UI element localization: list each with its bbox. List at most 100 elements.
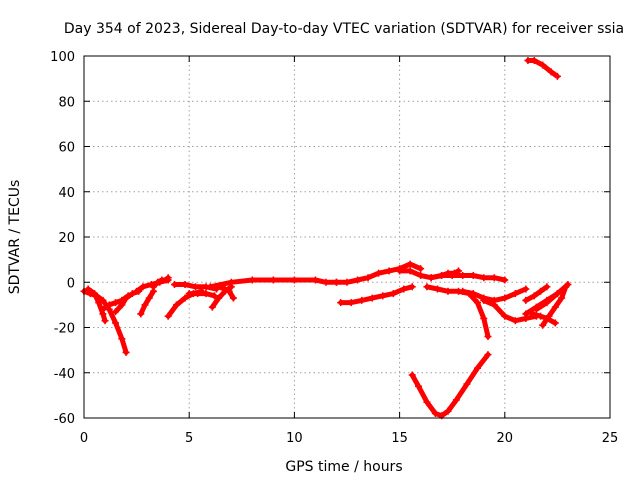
series-arc-26 (528, 310, 559, 327)
y-tick-label: 40 (58, 186, 75, 201)
data-point (248, 276, 256, 284)
data-point (122, 348, 130, 356)
data-point (501, 294, 509, 302)
data-point (91, 290, 99, 298)
data-point (112, 308, 120, 316)
data-point (444, 407, 452, 415)
data-point (484, 351, 492, 359)
data-point (112, 319, 120, 327)
data-point (455, 267, 463, 275)
data-point (558, 294, 566, 302)
y-tick-label: 20 (58, 231, 75, 246)
data-point (343, 278, 351, 286)
data-point (480, 314, 488, 322)
y-tick-label: -20 (54, 322, 75, 337)
series-arc-6 (137, 287, 157, 318)
data-point (337, 299, 345, 307)
data-point (210, 292, 218, 300)
series-line (409, 352, 491, 419)
data-point (480, 274, 488, 282)
data-point (164, 312, 172, 320)
data-point (173, 301, 181, 309)
data-point (528, 310, 536, 318)
series-line (529, 311, 558, 326)
data-point (490, 274, 498, 282)
data-point (118, 301, 126, 309)
x-axis-title: GPS time / hours (285, 459, 402, 475)
data-point (208, 303, 216, 311)
data-point (408, 283, 416, 291)
data-point (358, 296, 366, 304)
data-point (396, 267, 404, 275)
y-tick-label: -40 (54, 367, 75, 382)
data-point (105, 301, 113, 309)
data-point (438, 271, 446, 279)
data-point (149, 283, 157, 291)
data-point (389, 290, 397, 298)
data-point (537, 287, 545, 295)
data-point (415, 382, 423, 390)
x-axis-ticks: 0 5 10 15 20 25 (80, 56, 618, 446)
data-point (473, 299, 481, 307)
series-arc-25 (532, 281, 572, 313)
data-point (229, 294, 237, 302)
data-point (99, 305, 107, 313)
series-arc-21 (480, 296, 540, 325)
data-point (139, 283, 147, 291)
data-point (164, 274, 172, 282)
y-tick-label: 60 (58, 141, 75, 156)
data-point (406, 267, 414, 275)
y-tick-label: 0 (67, 276, 75, 291)
data-point (522, 310, 530, 318)
data-point (101, 317, 109, 325)
data-point (137, 310, 145, 318)
data-point (444, 269, 452, 277)
series-arc-27 (524, 57, 561, 80)
data-point (522, 296, 530, 304)
data-point (408, 371, 416, 379)
series-arc-16 (427, 267, 463, 282)
data-point (128, 290, 136, 298)
data-point (84, 285, 92, 293)
data-point (364, 274, 372, 282)
data-point (564, 281, 572, 289)
data-point (551, 319, 559, 327)
series-arc-17 (337, 283, 416, 307)
series-arc-10 (185, 290, 218, 300)
data-point (206, 283, 214, 291)
y-tick-label: -60 (54, 412, 75, 427)
data-point (537, 312, 545, 320)
y-axis-ticks: -60 -40 -20 0 20 40 60 80 100 (50, 50, 610, 427)
data-point (444, 287, 452, 295)
data-point (553, 72, 561, 80)
x-tick-label: 15 (391, 431, 408, 446)
data-point (469, 271, 477, 279)
series-line (533, 282, 571, 312)
series-line (523, 284, 550, 303)
data-point (522, 285, 530, 293)
data-point (322, 278, 330, 286)
data-point (484, 333, 492, 341)
data-point (450, 269, 458, 277)
chart-title: Day 354 of 2023, Sidereal Day-to-day VTE… (64, 21, 624, 37)
data-point (543, 299, 551, 307)
series-line (138, 288, 156, 317)
series-arc-7 (149, 274, 172, 291)
data-point (469, 290, 477, 298)
series-arc-19 (423, 283, 492, 341)
series-arc-20 (459, 285, 530, 304)
data-point (154, 278, 162, 286)
x-tick-label: 5 (185, 431, 193, 446)
series-arc-18 (408, 351, 492, 420)
data-point (181, 294, 189, 302)
data-point (227, 278, 235, 286)
data-point (194, 290, 202, 298)
data-point (539, 61, 547, 69)
data-point (423, 283, 431, 291)
data-point (543, 283, 551, 291)
data-point (417, 265, 425, 273)
data-point (530, 57, 538, 65)
data-point (170, 281, 178, 289)
data-point (332, 278, 340, 286)
